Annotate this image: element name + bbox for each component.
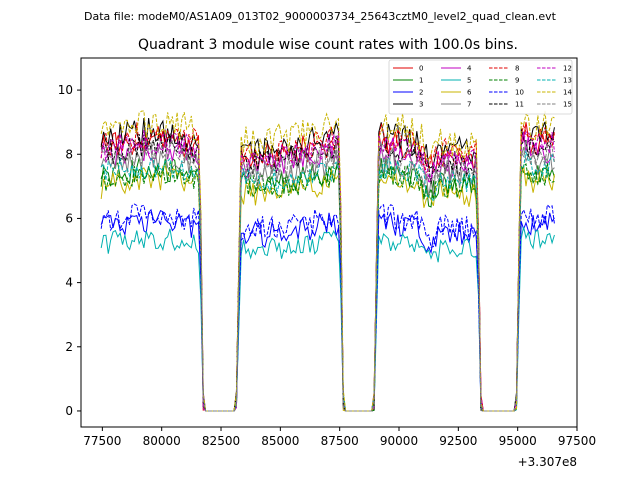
legend-box: [388, 59, 573, 115]
legend-label-8: 8: [515, 65, 519, 73]
x-tick-label: 97500: [558, 434, 596, 448]
x-tick-label: 77500: [83, 434, 121, 448]
x-tick-label: 90000: [380, 434, 418, 448]
legend-label-10: 10: [515, 89, 524, 97]
axes-background: [81, 58, 577, 427]
x-tick-label: 85000: [261, 434, 299, 448]
legend-label-3: 3: [419, 101, 423, 109]
legend-label-13: 13: [563, 77, 572, 85]
x-tick-label: 92500: [439, 434, 477, 448]
legend-label-6: 6: [467, 89, 472, 97]
x-axis: 77500 80000 82500 85000 87500 90000 92500 95000…: [83, 427, 596, 448]
legend-label-15: 15: [563, 101, 572, 109]
suptitle: Data file: modeM0/AS1A09_013T02_90000037…: [84, 10, 557, 23]
legend-label-1: 1: [419, 77, 423, 85]
x-offset-label: +3.307e8: [518, 455, 577, 469]
y-tick-label: 8: [65, 147, 73, 161]
plot-area: 77500 80000 82500 85000 87500 90000 92500 95000…: [58, 57, 596, 469]
y-tick-label: 0: [65, 404, 73, 418]
series-line-11: [100, 132, 555, 412]
legend-label-7: 7: [467, 101, 471, 109]
legend-label-0: 0: [419, 65, 423, 73]
axes-frame: [80, 57, 578, 428]
chart-title: Quadrant 3 module wise count rates with …: [138, 37, 518, 53]
x-tick-label: 87500: [321, 434, 359, 448]
y-tick-label: 10: [58, 83, 73, 97]
y-axis: 0 2 4 6 8 10: [58, 83, 81, 418]
series-line-10: [100, 203, 555, 412]
series-line-14: [100, 110, 555, 412]
y-tick-label: 6: [65, 211, 73, 225]
x-tick-label: 80000: [143, 434, 181, 448]
series-line-15: [100, 140, 555, 412]
legend-label-5: 5: [467, 77, 471, 85]
x-tick-label: 95000: [499, 434, 537, 448]
legend-label-12: 12: [563, 65, 572, 73]
legend-label-14: 14: [563, 89, 572, 97]
x-tick-label: 82500: [202, 434, 240, 448]
legend-label-4: 4: [467, 65, 472, 73]
series-layer: [100, 110, 555, 412]
legend-label-11: 11: [515, 101, 524, 109]
legend-label-9: 9: [515, 77, 519, 85]
legend-label-2: 2: [419, 89, 423, 97]
y-tick-label: 4: [65, 276, 73, 290]
y-tick-label: 2: [65, 340, 73, 354]
